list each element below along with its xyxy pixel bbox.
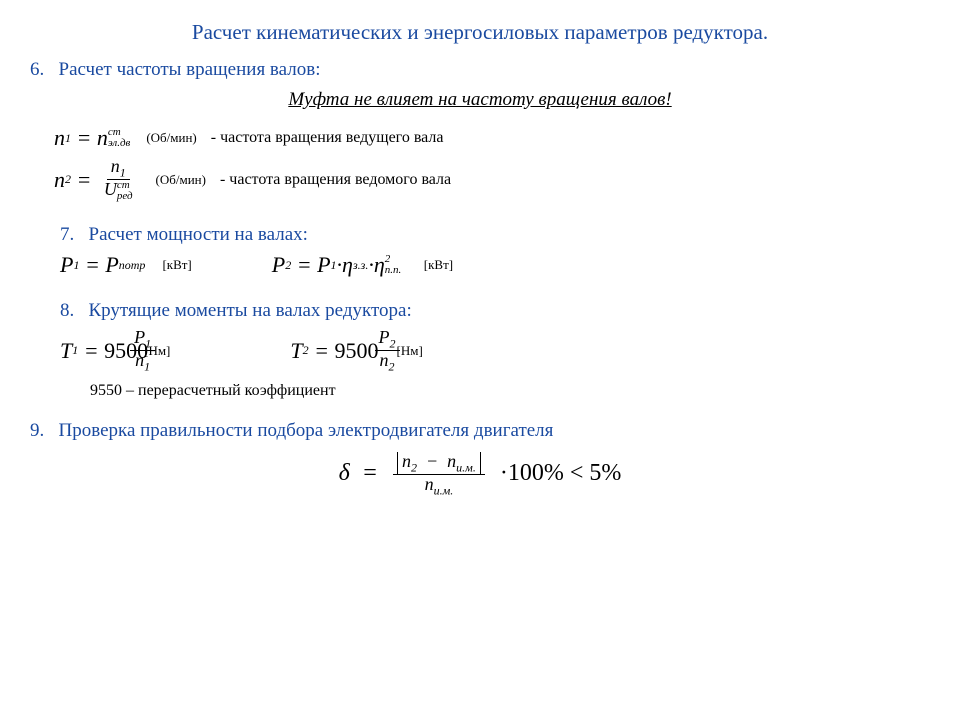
- t2-lhs-sub: 2: [303, 343, 309, 358]
- eq: =: [85, 252, 100, 278]
- n-eldv-var: n: [97, 125, 108, 151]
- p1-rhs: P: [105, 252, 118, 278]
- section-9-heading: 9. Проверка правильности подбора электро…: [30, 420, 930, 442]
- n2-num-var: n: [111, 156, 120, 176]
- t1-den-sub: 1: [144, 360, 150, 374]
- formula-n1: n1 = nстэл.дв (Об/мин) - частота вращени…: [30, 125, 930, 151]
- t2-den-sub: 2: [389, 360, 395, 374]
- p2-t1: P: [317, 252, 330, 278]
- t2-den: n: [380, 350, 389, 370]
- section-6-number: 6.: [30, 59, 44, 80]
- section-6-heading: 6. Расчет частоты вращения валов:: [30, 59, 930, 81]
- page-title: Расчет кинематических и энергосиловых па…: [30, 20, 930, 45]
- section-7-formulas: P1 = Pпотр [кВт] P2 = P1 ·ηз.з. ·η2п.п. …: [60, 252, 930, 278]
- t1-unit: [Нм]: [144, 343, 170, 359]
- p2-lhs-sub: 2: [285, 258, 291, 273]
- t1-lhs: T: [60, 338, 72, 364]
- t2-unit: [Нм]: [397, 343, 423, 359]
- eq: =: [77, 167, 92, 193]
- section-8-heading: 8. Крутящие моменты на валах редуктора:: [60, 300, 930, 322]
- t1-lhs-sub: 1: [72, 343, 78, 358]
- p2-t2-sub: з.з.: [353, 258, 368, 273]
- section-7-number: 7.: [60, 224, 74, 245]
- p1-unit: [кВт]: [162, 257, 191, 273]
- delta-abs-l-sub: 2: [411, 460, 417, 474]
- eq: =: [77, 125, 92, 151]
- delta-tail: ·100% < 5%: [500, 460, 622, 486]
- section-7-heading: 7. Расчет мощности на валах:: [60, 224, 930, 246]
- delta-den: n: [425, 474, 434, 494]
- p1-rhs-sub: потр: [119, 258, 146, 273]
- p2-t3: η: [374, 252, 385, 278]
- p2-unit: [кВт]: [424, 257, 453, 273]
- p2-lhs: P: [272, 252, 285, 278]
- section-8-number: 8.: [60, 300, 74, 321]
- n2-sub: 2: [65, 172, 71, 187]
- n1-sub: 1: [65, 131, 71, 146]
- n1-unit: (Об/мин): [146, 130, 196, 146]
- n2-den-sub: ред: [117, 191, 133, 202]
- eq: =: [297, 252, 312, 278]
- delta-abs-l: n: [402, 451, 411, 471]
- p2-t3-sub: п.п.: [385, 265, 402, 276]
- n2-den-var: U: [104, 179, 117, 199]
- t2-num-sub: 2: [390, 337, 396, 351]
- t1-den: n: [135, 350, 144, 370]
- n2-num-sub: 1: [120, 166, 126, 180]
- eq: =: [362, 460, 378, 486]
- section-8-formulas: T1 = 9500 P1 n1 [Нм] T2 = 9500 P2 n2 [Нм…: [60, 328, 930, 373]
- section-8-note: 9550 – перерасчетный коэффициент: [90, 382, 930, 400]
- t2-lhs: T: [290, 338, 302, 364]
- section-8-text: Крутящие моменты на валах редуктора:: [89, 300, 412, 321]
- formula-n2: n2 = n1 Uстред (Об/мин) - частота вращен…: [30, 157, 930, 202]
- p2-t2: η: [342, 252, 353, 278]
- delta-abs-r-sub: и.м.: [456, 460, 476, 474]
- delta-minus: −: [426, 451, 438, 471]
- n2-var: n: [54, 167, 65, 193]
- p2-t1-sub: 1: [331, 258, 337, 273]
- p1-lhs: P: [60, 252, 73, 278]
- eq: =: [314, 338, 329, 364]
- n1-desc: - частота вращения ведущего вала: [211, 129, 444, 147]
- t2-num: P: [379, 327, 390, 347]
- section-9-number: 9.: [30, 420, 44, 441]
- coupling-note: Муфта не влияет на частоту вращения вало…: [30, 89, 930, 111]
- n2-unit: (Об/мин): [156, 172, 206, 188]
- p1-lhs-sub: 1: [73, 258, 79, 273]
- n1-var: n: [54, 125, 65, 151]
- n2-desc: - частота вращения ведомого вала: [220, 171, 451, 189]
- delta-den-sub: и.м.: [434, 483, 454, 497]
- delta-abs-r: n: [447, 451, 456, 471]
- formula-delta: δ = n2 − nи.м. nи.м. ·100% < 5%: [30, 452, 930, 497]
- delta-var: δ: [339, 460, 350, 486]
- section-6-text: Расчет частоты вращения валов:: [59, 59, 321, 80]
- n-eldv-sub: эл.дв: [108, 138, 130, 149]
- section-9-text: Проверка правильности подбора электродви…: [59, 420, 554, 441]
- eq: =: [84, 338, 99, 364]
- section-7-text: Расчет мощности на валах:: [89, 224, 308, 245]
- t2-coef: 9500: [335, 338, 379, 364]
- n2-fraction: n1 Uстред: [100, 157, 137, 202]
